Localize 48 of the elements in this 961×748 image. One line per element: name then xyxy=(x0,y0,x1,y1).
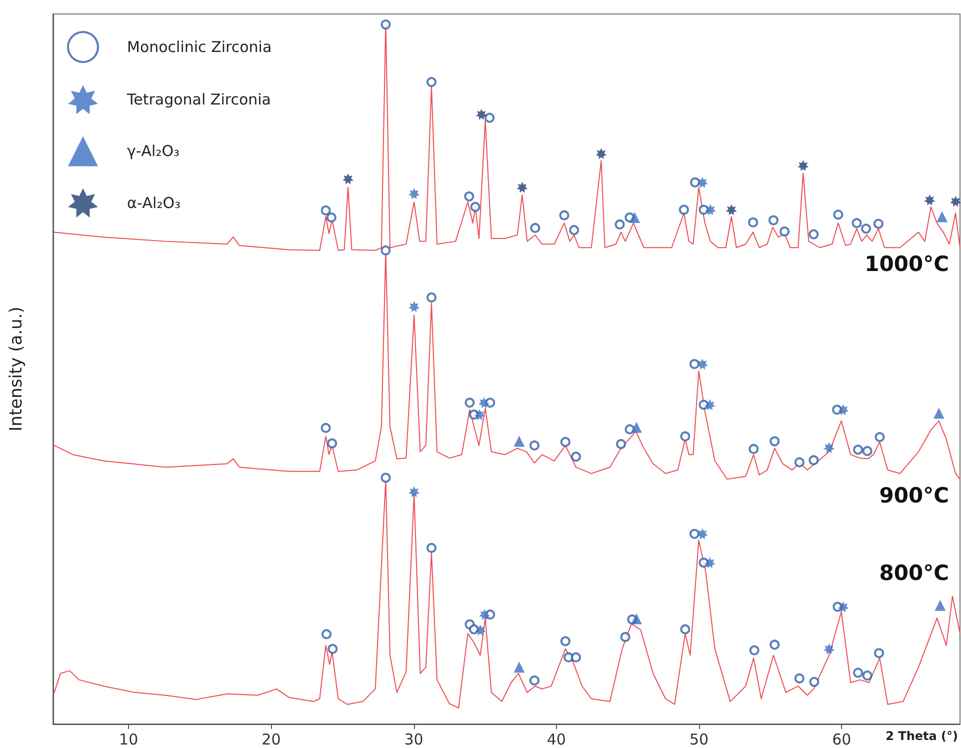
legend-label: Tetragonal Zirconia xyxy=(126,90,271,109)
point xyxy=(408,301,420,312)
point xyxy=(596,148,607,160)
point xyxy=(934,600,946,611)
point xyxy=(704,557,716,568)
point xyxy=(630,613,642,624)
series-label: 1000°C xyxy=(864,252,949,276)
x-tick-label: 10 xyxy=(119,730,138,748)
x-tick-label: 20 xyxy=(262,730,281,748)
point xyxy=(704,204,716,216)
point xyxy=(514,436,525,447)
series-label: 900°C xyxy=(879,484,950,508)
point xyxy=(924,194,936,206)
point xyxy=(824,643,835,654)
x-tick-label: 40 xyxy=(546,730,566,748)
point xyxy=(514,662,525,673)
point xyxy=(704,399,716,410)
point xyxy=(696,528,708,540)
point xyxy=(474,624,486,636)
x-axis-title: 2 Theta (°) xyxy=(886,729,958,743)
legend-label: α-Al₂O₃ xyxy=(127,194,181,212)
point xyxy=(630,422,642,433)
point xyxy=(408,486,420,498)
point xyxy=(798,160,809,172)
point xyxy=(696,358,708,370)
point xyxy=(478,397,490,408)
point xyxy=(476,108,487,120)
point xyxy=(516,182,528,193)
legend-label: γ-Al₂O₃ xyxy=(127,142,180,160)
y-axis-title: Intensity (a.u.) xyxy=(6,306,26,432)
point xyxy=(726,204,737,216)
point xyxy=(479,609,490,620)
point xyxy=(838,404,849,416)
point xyxy=(696,176,708,188)
point xyxy=(629,212,640,223)
point xyxy=(474,409,486,420)
point xyxy=(933,408,944,419)
point xyxy=(408,188,420,200)
x-tick-label: 50 xyxy=(689,730,709,748)
point xyxy=(342,173,354,184)
x-tick-label: 30 xyxy=(404,730,424,748)
legend-label: Monoclinic Zirconia xyxy=(127,38,272,56)
point xyxy=(824,442,835,454)
x-tick-label: 60 xyxy=(832,730,852,748)
point xyxy=(936,211,948,222)
point xyxy=(950,196,961,207)
series-label: 800°C xyxy=(879,560,950,585)
point xyxy=(838,601,849,612)
